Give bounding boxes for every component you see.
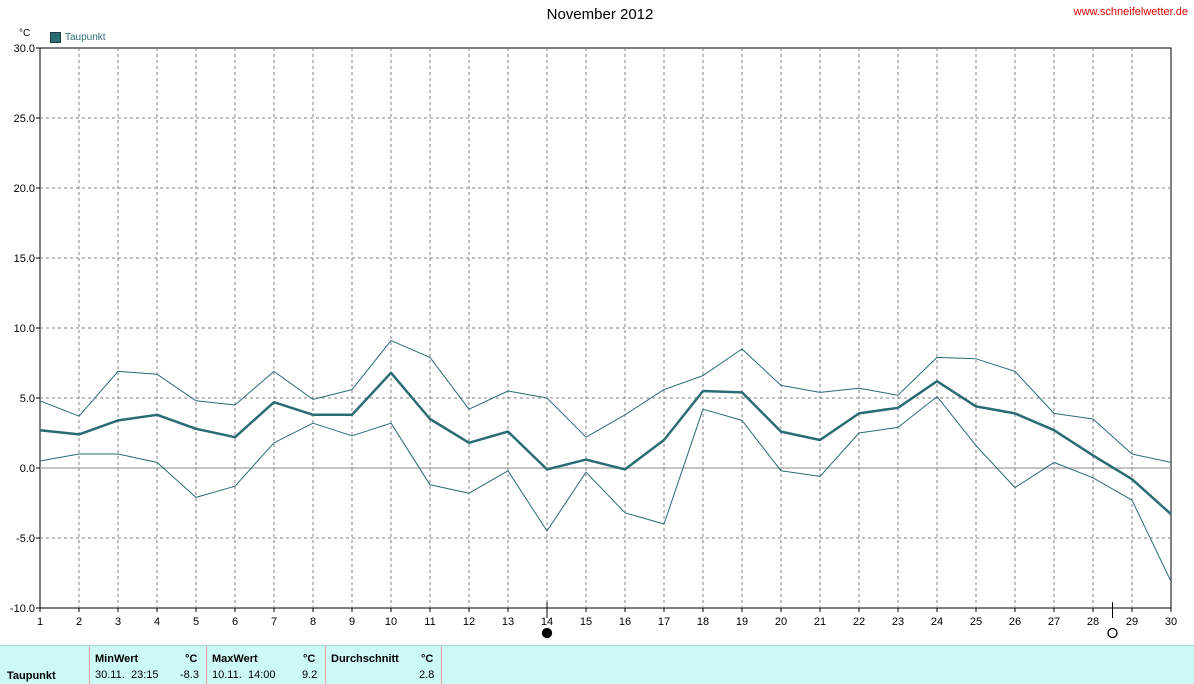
site-link[interactable]: www.schneifelwetter.de [1073, 6, 1188, 18]
y-tick-label: 20.0 [14, 183, 35, 195]
x-tick-label: 6 [232, 616, 238, 628]
y-tick-label: 10.0 [14, 323, 35, 335]
x-tick-label: 27 [1048, 616, 1060, 628]
max-date: 10.11. [212, 669, 242, 681]
x-tick-label: 15 [580, 616, 592, 628]
x-tick-label: 7 [271, 616, 277, 628]
x-tick-label: 29 [1126, 616, 1138, 628]
x-tick-label: 22 [853, 616, 865, 628]
y-tick-label: 0.0 [20, 463, 35, 475]
x-tick-label: 11 [424, 616, 435, 628]
legend: Taupunkt [50, 32, 106, 43]
stats-table: Taupunkt MinWert °C 30.11. 23:15 -8.3 Ma… [0, 645, 1194, 684]
x-tick-label: 26 [1009, 616, 1021, 628]
x-tick-label: 17 [658, 616, 670, 628]
y-axis-unit: °C [19, 28, 31, 39]
x-tick-label: 24 [931, 616, 943, 628]
x-tick-label: 5 [193, 616, 199, 628]
x-tick-label: 9 [349, 616, 355, 628]
y-tick-label: -5.0 [16, 533, 35, 545]
y-tick-label: 30.0 [14, 43, 35, 55]
x-tick-label: 21 [814, 616, 826, 628]
y-tick-label: 25.0 [14, 113, 35, 125]
x-tick-label: 13 [502, 616, 514, 628]
x-tick-label: 4 [154, 616, 160, 628]
x-tick-label: 30 [1165, 616, 1177, 628]
x-tick-label: 14 [541, 616, 553, 628]
y-tick-label: 5.0 [20, 393, 35, 405]
dewpoint-chart: 30.025.020.015.010.05.00.0-5.0-10.01 2 3 4 5… [10, 43, 1177, 639]
x-tick-label: 2 [76, 616, 82, 628]
x-tick-label: 1 [37, 616, 43, 628]
x-tick-label: 10 [385, 616, 397, 628]
avg-header: Durchschnitt [331, 653, 399, 665]
min-time: 23:15 [131, 669, 159, 681]
max-unit: °C [303, 653, 316, 665]
min-value: -8.3 [180, 669, 199, 681]
series-line-min [39, 396, 1172, 582]
legend-swatch [50, 32, 61, 43]
chart-title: November 2012 [546, 6, 654, 23]
x-tick-label: 28 [1087, 616, 1099, 628]
max-value: 9.2 [302, 669, 318, 681]
min-unit: °C [185, 653, 198, 665]
x-tick-label: 19 [736, 616, 748, 628]
stats-row-label: Taupunkt [7, 670, 56, 682]
min-date: 30.11. [95, 669, 125, 681]
x-tick-label: 3 [115, 616, 121, 628]
x-tick-label: 16 [619, 616, 631, 628]
y-tick-label: 15.0 [14, 253, 35, 265]
marker-filled-circle [541, 627, 553, 639]
max-time: 14:00 [248, 669, 276, 681]
x-tick-label: 20 [775, 616, 787, 628]
series-line-max [39, 340, 1172, 463]
legend-label: Taupunkt [65, 32, 106, 43]
x-tick-label: 25 [970, 616, 982, 628]
x-tick-label: 8 [310, 616, 316, 628]
x-tick-label: 18 [697, 616, 709, 628]
series-line-avg [39, 371, 1172, 516]
y-tick-label: -10.0 [10, 603, 35, 615]
avg-value: 2.8 [419, 669, 435, 681]
x-tick-label: 12 [463, 616, 475, 628]
x-tick-label: 23 [892, 616, 904, 628]
marker-open-circle [1107, 627, 1118, 639]
avg-unit: °C [421, 653, 434, 665]
max-header: MaxWert [212, 653, 258, 665]
min-header: MinWert [95, 653, 139, 665]
